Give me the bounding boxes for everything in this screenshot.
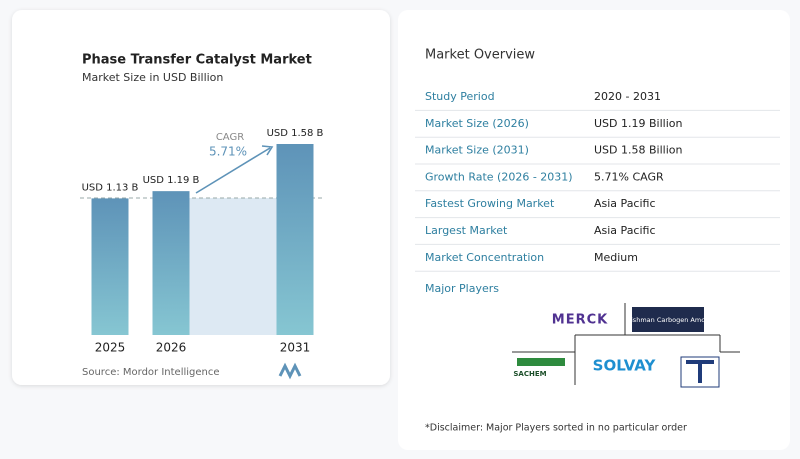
chart-title: Phase Transfer Catalyst Market — [82, 53, 312, 68]
bar — [91, 198, 129, 335]
overview-table: Study Period 2020 - 2031 Market Size (2026… — [415, 90, 780, 272]
row-label: Fastest Growing Market — [425, 197, 555, 210]
disclaimer: *Disclaimer: Major Players sorted in no … — [425, 423, 687, 434]
logo-taiyo-mark — [686, 360, 714, 383]
logo-solvay: SOLVAY — [593, 357, 657, 375]
row-label: Market Size (2031) — [425, 144, 529, 157]
row-value: USD 1.58 Billion — [594, 144, 682, 157]
value-label: USD 1.13 B — [82, 182, 139, 193]
cagr-value: 5.71% — [209, 145, 247, 159]
logo-sachem: SACHEM — [513, 370, 546, 378]
row-value: 2020 - 2031 — [594, 90, 661, 103]
chart-subtitle: Market Size in USD Billion — [82, 71, 223, 84]
x-tick-label: 2026 — [156, 341, 187, 355]
players-title: Major Players — [425, 282, 499, 295]
row-value: 5.71% CAGR — [594, 170, 664, 183]
logo-dishman: Dishman Carbogen Amcis — [626, 316, 711, 324]
growth-area — [189, 198, 277, 335]
row-label: Growth Rate (2026 - 2031) — [425, 170, 573, 183]
logo-box — [632, 307, 704, 332]
x-tick-label: 2031 — [280, 341, 311, 355]
row-label: Market Size (2026) — [425, 117, 529, 130]
logo-merck: MERCK — [552, 313, 608, 328]
x-tick-label: 2025 — [95, 341, 126, 355]
row-label: Market Concentration — [425, 251, 544, 264]
cagr-arrow — [195, 147, 271, 194]
logos: MERCK Dishman Carbogen Amcis SACHEM SOLV… — [512, 303, 740, 388]
overview-title: Market Overview — [425, 48, 535, 63]
brand-logo — [278, 362, 302, 380]
cagr-arrowhead — [261, 145, 274, 156]
row-value: Medium — [594, 251, 638, 264]
logo-bar — [517, 358, 565, 366]
row-value: Asia Pacific — [594, 224, 656, 237]
bar — [276, 144, 314, 335]
overview-card — [398, 10, 790, 450]
value-label: USD 1.19 B — [143, 175, 200, 186]
value-label: USD 1.58 B — [267, 128, 324, 139]
row-label: Study Period — [425, 90, 495, 103]
row-label: Largest Market — [425, 224, 508, 237]
cagr-label: CAGR — [216, 132, 244, 143]
plot — [80, 144, 325, 335]
source: Source: Mordor Intelligence — [82, 367, 220, 378]
row-value: USD 1.19 Billion — [594, 117, 682, 130]
row-value: Asia Pacific — [594, 197, 656, 210]
bar — [152, 191, 190, 335]
